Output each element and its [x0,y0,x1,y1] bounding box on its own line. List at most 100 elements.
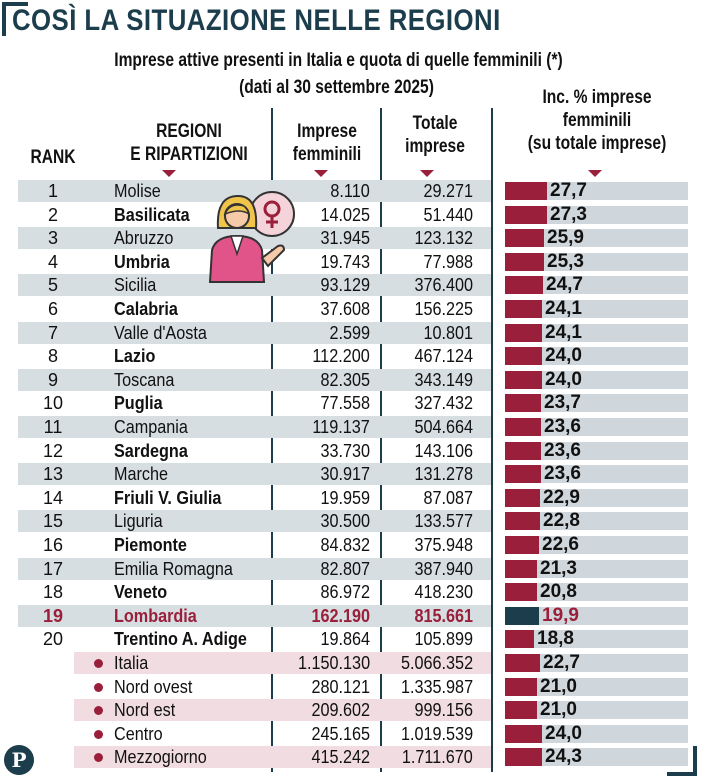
female-businesses-value: 82.305 [320,369,370,390]
bar-track [505,465,688,484]
share-value-label: 24,7 [546,274,583,296]
bar-track [505,677,688,696]
table-row: 19 Lombardia 162.190 815.661 19,9 [0,604,701,627]
share-value-label: 23,6 [544,416,581,437]
table-row: 2 Basilicata 14.025 51.440 27,3 [0,204,701,226]
table-row: 4 Umbria 19.743 77.988 25,3 [0,251,701,273]
bar-track [505,323,688,342]
region-name: Campania [114,417,188,437]
total-businesses-value: 999.156 [414,700,473,721]
rank-number: 2 [47,204,58,225]
female-businesses-value: 31.945 [320,228,370,249]
rank-number: 6 [47,299,58,319]
share-value-label: 24,0 [545,345,582,367]
share-bar [505,394,541,413]
share-bar [505,488,540,507]
total-businesses-value: 29.271 [423,181,473,201]
region-name: Veneto [114,582,168,603]
total-businesses-value: 1.019.539 [400,723,473,744]
female-businesses-value: 8.110 [330,181,370,201]
region-name: Nord est [114,700,176,721]
header-share-line-1: Inc. % imprese [542,87,652,108]
share-value-label: 22,9 [543,486,580,508]
share-bar [505,748,542,767]
female-businesses-value: 30.917 [320,464,370,485]
header-female-share: Inc. % imprese femminili (su totale impr… [515,86,679,155]
region-name: Mezzogiorno [114,747,207,768]
region-name: Calabria [114,299,178,319]
region-name: Umbria [114,251,170,272]
total-businesses-value: 1.335.987 [400,676,473,697]
bullet-dot-icon [94,706,103,716]
region-name: Toscana [114,369,175,390]
header-total-line-1: Totale [412,113,458,134]
share-bar [505,677,537,696]
header-regions-line-2: E RIPARTIZIONI [130,144,248,165]
total-businesses-value: 418.230 [414,582,473,603]
share-bar [505,701,537,720]
chart-title: COSÌ LA SITUAZIONE NELLE REGIONI [12,4,501,37]
table-row: 16 Piemonte 84.832 375.948 22,6 [0,534,701,556]
share-value-label: 23,6 [544,463,581,485]
female-businesses-value: 37.608 [320,299,370,319]
table-row: 3 Abruzzo 31.945 123.132 25,9 [0,227,701,250]
female-businesses-value: 162.190 [311,605,370,626]
bullet-dot-icon [94,682,103,692]
total-businesses-value: 131.278 [414,464,473,485]
rank-number: 11 [43,417,63,437]
header-total-triangle-icon [420,170,434,177]
header-female-line-2: femminili [292,144,362,165]
row-stripe [18,368,491,391]
rank-number: 12 [42,440,64,461]
region-name: Liguria [114,511,163,532]
share-value-label: 20,8 [540,581,577,603]
region-name: Piemonte [114,535,187,555]
total-businesses-value: 87.087 [423,487,473,508]
bar-track [505,182,688,200]
female-businesses-value: 1.150.130 [297,653,370,673]
businesswoman-illustration-icon [208,191,295,283]
bar-track [505,441,688,460]
share-value-label: 25,3 [547,250,584,272]
total-businesses-value: 156.225 [414,299,473,319]
rank-number: 15 [42,511,64,532]
region-name: Molise [114,181,161,201]
row-stripe [74,652,491,674]
bar-track [505,559,688,578]
region-name: Friuli V. Giulia [114,487,222,508]
share-bar [505,536,539,554]
female-businesses-value: 119.137 [312,417,370,437]
region-name: Sardegna [114,440,188,461]
bar-track [505,276,688,295]
share-value-label: 21,0 [540,699,577,721]
region-name: Trentino A. Adige [114,629,247,650]
region-name: Valle d'Aosta [114,322,207,343]
subtitle-line-1: Imprese attive presenti in Italia e quot… [114,50,563,71]
share-bar [505,205,547,224]
female-businesses-value: 33.730 [320,440,370,461]
total-businesses-value: 51.440 [423,204,473,225]
publisher-logo-letter: P [11,748,27,772]
table-row: 10 Puglia 77.558 327.432 23,7 [0,392,701,414]
female-businesses-value: 415.242 [311,747,370,768]
rank-number: 20 [42,629,64,650]
corner-bracket-bottom-right [693,746,697,776]
rank-number: 16 [42,535,64,555]
share-value-label: 22,6 [542,534,579,555]
row-stripe [18,510,491,533]
column-divider-2 [380,108,382,772]
region-name: Lazio [114,346,156,367]
bullet-dot-icon [94,659,103,668]
share-bar [505,229,544,248]
table-row: 20 Trentino A. Adige 19.864 105.899 18,8 [0,628,701,650]
header-total-line-2: imprese [405,136,465,157]
bar-track [505,370,688,389]
female-businesses-value: 93.129 [320,275,370,296]
header-regions-line-1: REGIONI [156,121,222,142]
rank-number: 5 [47,275,58,296]
area-row: Nord ovest 280.121 1.335.987 21,0 [0,676,701,698]
bullet-dot-icon [94,729,103,739]
total-businesses-value: 143.106 [414,440,473,461]
share-value-label: 25,9 [547,227,584,249]
total-businesses-value: 375.948 [414,535,473,555]
